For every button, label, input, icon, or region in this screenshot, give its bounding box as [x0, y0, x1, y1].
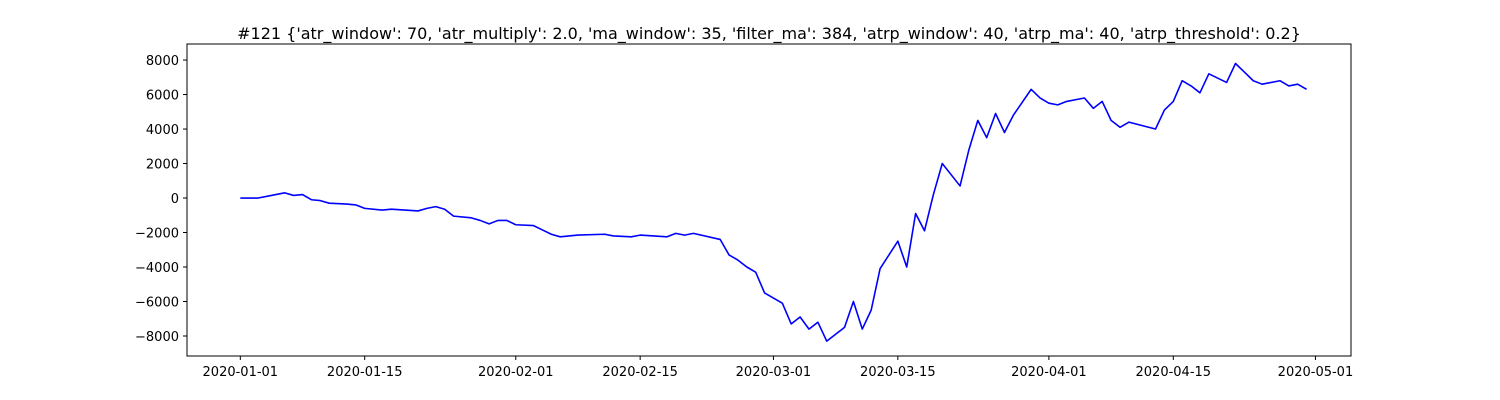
x-tick-label: 2020-02-01 — [478, 365, 554, 380]
y-tick-label: −6000 — [135, 295, 179, 310]
y-tick-label: 2000 — [146, 158, 179, 173]
y-tick-label: −2000 — [135, 227, 179, 242]
axes-frame — [186, 43, 1352, 357]
x-tick-label: 2020-03-01 — [736, 365, 812, 380]
x-tick-label: 2020-01-15 — [327, 365, 403, 380]
y-tick-label: −8000 — [135, 330, 179, 345]
x-tick-label: 2020-03-15 — [860, 365, 936, 380]
y-tick-label: 6000 — [146, 89, 179, 104]
x-tick-label: 2020-04-01 — [1011, 365, 1087, 380]
line-series — [240, 62, 1307, 342]
chart-title: #121 {'atr_window': 70, 'atr_multiply': … — [237, 24, 1301, 44]
x-tick-label: 2020-02-15 — [602, 365, 678, 380]
x-tick-label: 2020-05-01 — [1278, 365, 1354, 380]
y-tick-label: −4000 — [135, 261, 179, 276]
y-tick-label: 8000 — [146, 54, 179, 69]
y-tick-label: 0 — [171, 192, 179, 207]
y-tick-label: 4000 — [146, 123, 179, 138]
x-tick-label: 2020-04-15 — [1136, 365, 1212, 380]
x-tick-label: 2020-01-01 — [203, 365, 279, 380]
